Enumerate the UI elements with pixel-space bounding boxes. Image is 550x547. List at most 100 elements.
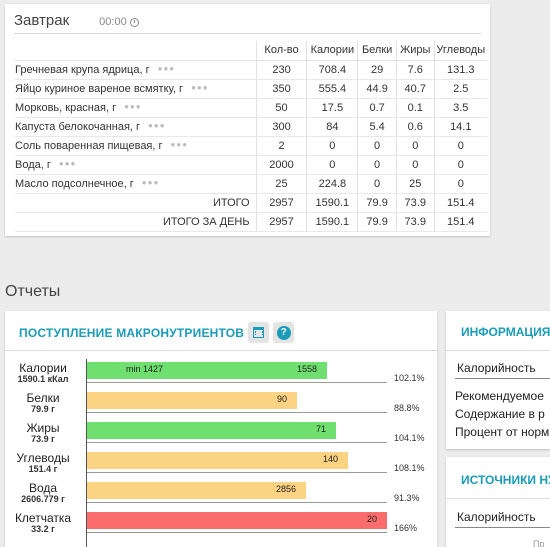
total-label: ИТОГО ЗА ДЕНЬ bbox=[15, 212, 257, 232]
food-qty: 300 bbox=[255, 117, 307, 137]
table-row[interactable]: Масло подсолнечное, г ●●● 25 224.8 0 25 0 bbox=[15, 174, 487, 194]
macro-amount: 151.4 г bbox=[28, 464, 58, 474]
macro-guide-line bbox=[87, 442, 387, 443]
food-protein: 29 bbox=[357, 60, 397, 80]
food-fat: 0 bbox=[395, 136, 435, 156]
food-fat: 7.6 bbox=[395, 60, 435, 80]
macro-bar-value: 20 bbox=[366, 514, 377, 524]
help-icon: ? bbox=[276, 325, 291, 340]
chart-axis bbox=[86, 359, 87, 547]
calendar-icon bbox=[253, 327, 265, 338]
macro-bar[interactable]: min 1427 1558 bbox=[87, 362, 327, 379]
total-qty: 2957 bbox=[255, 212, 307, 232]
macro-name: Вода bbox=[28, 481, 58, 495]
food-qty: 350 bbox=[255, 79, 307, 99]
dots-icon[interactable]: ●●● bbox=[157, 63, 176, 73]
food-carbs: 3.5 bbox=[433, 98, 487, 118]
dots-icon[interactable]: ●●● bbox=[191, 82, 209, 92]
macro-amount: 1590.1 кКал bbox=[17, 374, 69, 384]
macro-bar[interactable]: 2856 bbox=[87, 482, 306, 499]
macro-name: Жиры bbox=[26, 421, 60, 435]
food-name-cell: Вода, г ●●● bbox=[15, 155, 257, 175]
food-carbs: 131.3 bbox=[433, 60, 487, 80]
food-name-cell: Соль поваренная пищевая, г ●●● bbox=[15, 136, 257, 156]
macro-bar-value: 140 bbox=[322, 454, 338, 464]
sources-tab-calories[interactable]: Калорийность bbox=[457, 510, 536, 524]
info-divider bbox=[446, 350, 550, 351]
macro-row: Белки 79.9 г 90 88.8% bbox=[5, 389, 437, 419]
food-table: Кол-во Калории Белки Жиры Углеводы Гречн… bbox=[15, 41, 487, 232]
col-fat: Жиры bbox=[395, 41, 435, 61]
calendar-button[interactable] bbox=[248, 322, 270, 343]
help-button[interactable]: ? bbox=[273, 322, 295, 343]
food-name: Капуста белокочанная, г bbox=[15, 120, 141, 133]
food-fat: 0.6 bbox=[395, 117, 435, 137]
table-row[interactable]: Гречневая крупа ядрица, г ●●● 230 708.4 29 7.… bbox=[15, 60, 487, 80]
food-protein: 5.4 bbox=[357, 117, 397, 137]
macro-label: Клетчатка 33.2 г bbox=[5, 511, 81, 534]
table-row[interactable]: Вода, г ●●● 2000 0 0 0 0 bbox=[15, 155, 487, 175]
food-name-cell: Капуста белокочанная, г ●●● bbox=[15, 117, 257, 137]
food-protein: 0 bbox=[357, 174, 397, 194]
reports-title: Отчеты bbox=[5, 283, 61, 300]
info-title: ИНФОРМАЦИЯ О bbox=[461, 325, 550, 339]
macro-header: ПОСТУПЛЕНИЕ МАКРОНУТРИЕНТОВ ? bbox=[19, 322, 295, 343]
macro-label: Углеводы 151.4 г bbox=[5, 451, 81, 474]
food-name-cell: Масло подсолнечное, г ●●● bbox=[15, 174, 257, 194]
col-carbs: Углеводы bbox=[433, 41, 487, 61]
macro-percent: 108.1% bbox=[394, 463, 425, 473]
col-qty: Кол-во bbox=[255, 41, 307, 61]
macro-bar[interactable]: 71 bbox=[87, 422, 336, 439]
macro-row: Вода 2606.779 г 2856 91.3% bbox=[5, 479, 437, 509]
food-protein: 0 bbox=[357, 155, 397, 175]
dots-icon[interactable]: ●●● bbox=[58, 158, 77, 168]
food-kcal: 224.8 bbox=[306, 174, 358, 194]
meal-time[interactable]: 00:00 bbox=[99, 16, 139, 28]
macro-bar-value: 1558 bbox=[296, 364, 317, 374]
table-row[interactable]: Соль поваренная пищевая, г ●●● 2 0 0 0 0 bbox=[15, 136, 487, 156]
food-kcal: 84 bbox=[306, 117, 358, 137]
macro-amount: 33.2 г bbox=[31, 524, 55, 534]
food-carbs: 0 bbox=[433, 136, 487, 156]
info-card: ИНФОРМАЦИЯ О Калорийность Рекомендуемое … bbox=[446, 311, 550, 449]
sources-title: ИСТОЧНИКИ НУТ bbox=[461, 473, 550, 487]
macro-amount: 73.9 г bbox=[31, 434, 55, 444]
total-qty: 2957 bbox=[255, 193, 307, 213]
info-tab-calories[interactable]: Калорийность bbox=[457, 361, 536, 375]
macro-bar[interactable]: 90 bbox=[87, 392, 297, 409]
dots-icon[interactable]: ●●● bbox=[124, 101, 142, 111]
sources-faint-text: Пр bbox=[533, 539, 545, 547]
info-tab-underline bbox=[455, 378, 550, 379]
food-name: Вода, г bbox=[15, 158, 51, 171]
food-name: Масло подсолнечное, г bbox=[15, 177, 134, 190]
macro-bar[interactable]: 20 bbox=[87, 512, 387, 529]
macro-percent: 166% bbox=[394, 523, 418, 533]
dots-icon[interactable]: ●●● bbox=[141, 177, 160, 187]
macro-amount: 79.9 г bbox=[31, 404, 55, 414]
table-row[interactable]: Яйцо куриное вареное всмятку, г ●●● 350 555… bbox=[15, 79, 487, 99]
macro-amount: 2606.779 г bbox=[21, 494, 65, 504]
food-kcal: 0 bbox=[306, 155, 358, 175]
total-row: ИТОГО ЗА ДЕНЬ 2957 1590.1 79.9 73.9 151.4 bbox=[15, 212, 487, 232]
macro-bar[interactable]: 140 bbox=[87, 452, 348, 469]
food-fat: 40.7 bbox=[395, 79, 435, 99]
food-name-cell: Яйцо куриное вареное всмятку, г ●●● bbox=[15, 79, 257, 99]
info-line-content: Содержание в р bbox=[455, 407, 545, 421]
food-table-header: Кол-во Калории Белки Жиры Углеводы bbox=[15, 41, 487, 61]
macro-name: Калории bbox=[19, 361, 67, 375]
food-name: Гречневая крупа ядрица, г bbox=[15, 63, 150, 76]
meal-time-value: 00:00 bbox=[99, 16, 127, 28]
macro-name: Углеводы bbox=[16, 451, 70, 465]
macro-guide-line bbox=[87, 382, 387, 383]
food-carbs: 14.1 bbox=[433, 117, 487, 137]
table-row[interactable]: Капуста белокочанная, г ●●● 300 84 5.4 0.6 14.… bbox=[15, 117, 487, 137]
macro-percent: 102.1% bbox=[394, 373, 425, 383]
food-protein: 0.7 bbox=[357, 98, 397, 118]
table-row[interactable]: Морковь, красная, г ●●● 50 17.5 0.7 0.1 3.5 bbox=[15, 98, 487, 118]
macro-percent: 88.8% bbox=[394, 403, 420, 413]
meal-divider bbox=[14, 33, 481, 34]
dots-icon[interactable]: ●●● bbox=[170, 139, 189, 149]
meal-header: Завтрак 00:00 bbox=[14, 12, 139, 29]
dots-icon[interactable]: ●●● bbox=[148, 120, 166, 130]
total-label: ИТОГО bbox=[15, 193, 257, 213]
